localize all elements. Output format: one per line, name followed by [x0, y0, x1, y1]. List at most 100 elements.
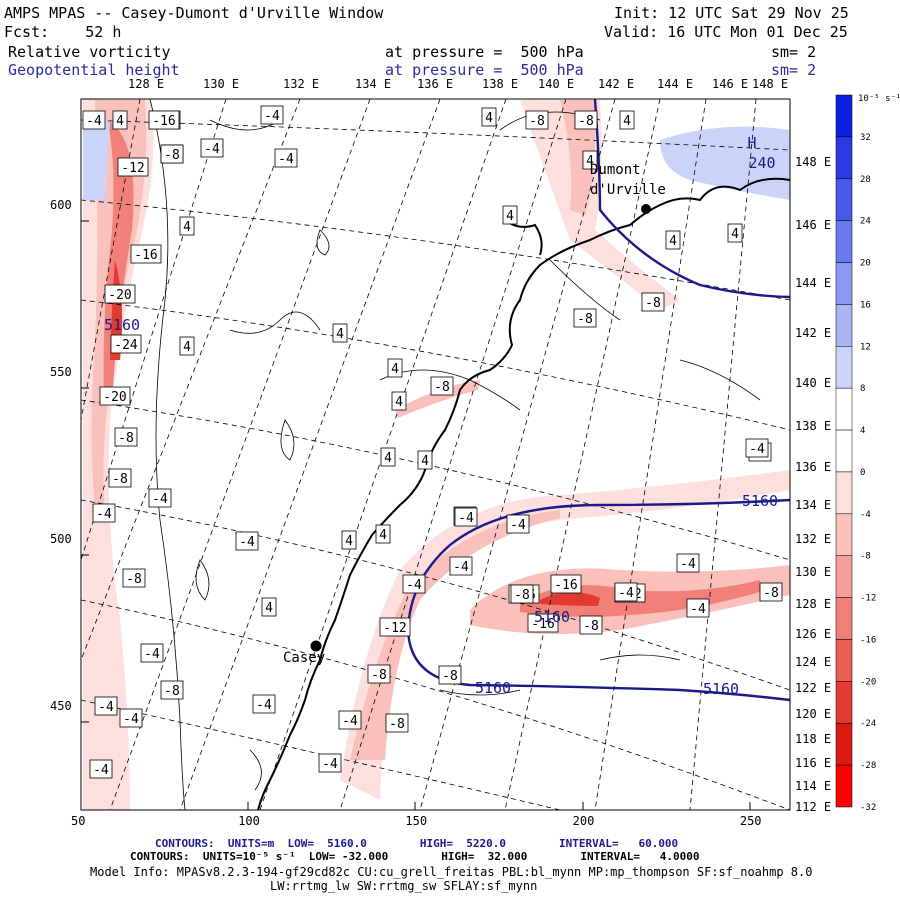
svg-text:4: 4: [183, 220, 191, 235]
vort-shade-streak-core: [540, 591, 600, 606]
svg-text:-12: -12: [383, 621, 406, 636]
vorticity-contour-label: 4: [481, 107, 497, 127]
vorticity-contour-label: 4: [380, 447, 396, 467]
vorticity-contour-label: -8: [573, 308, 597, 328]
init-time: Init: 12 UTC Sat 29 Nov 25: [614, 4, 849, 22]
vorticity-contour-label: -4: [260, 105, 284, 125]
colorbar-swatch: [835, 681, 853, 724]
vorticity-contour-label: -4: [686, 598, 710, 618]
vort-contour: [316, 229, 330, 256]
svg-text:-8: -8: [577, 312, 593, 327]
svg-text:-4: -4: [256, 698, 272, 713]
svg-text:4: 4: [506, 209, 514, 224]
coastline-inlet: [507, 221, 543, 256]
svg-text:-4: -4: [680, 557, 696, 572]
lon-label-top: 134 E: [355, 77, 392, 91]
colorbar-swatch: [835, 346, 853, 389]
vorticity-contour-label: -8: [108, 468, 132, 488]
vorticity-contour-label: 4: [332, 323, 348, 343]
svg-text:-8: -8: [389, 717, 405, 732]
svg-text:-16: -16: [134, 248, 157, 263]
vort-shade-blue-nw: [83, 120, 110, 200]
x-tick-label: 50: [71, 814, 86, 828]
vorticity-contour-label: -8: [641, 292, 665, 312]
parallel-line: [81, 299, 790, 431]
svg-text:-16: -16: [554, 578, 577, 593]
colorbar-swatch: [835, 639, 853, 682]
vorticity-contour-label: 4: [502, 205, 518, 225]
height-contour-label: 5160: [742, 492, 778, 510]
vort-contour: [679, 359, 761, 401]
lon-label-right: 118 E: [795, 732, 832, 746]
vorticity-contour-label: -12: [379, 617, 411, 637]
lon-label-right: 134 E: [795, 498, 832, 512]
vorticity-contour-label: -20: [104, 284, 136, 304]
vorticity-contour-label: -8: [759, 582, 783, 602]
svg-text:4: 4: [731, 227, 739, 242]
colorbar-swatch: [835, 471, 853, 515]
lon-label-right: 136 E: [795, 460, 832, 474]
colorbar-swatch: [835, 94, 853, 138]
colorbar-tick-label: 32: [860, 133, 871, 143]
lon-label-top: 146 E: [712, 77, 749, 91]
vorticity-contour-label: -8: [510, 584, 534, 604]
plot-border: [80, 98, 791, 811]
footer-vorticity-contours: CONTOURS: UNITS=10⁻⁵ s⁻¹ LOW= -32.000 HI…: [130, 850, 700, 863]
vorticity-contour-label: -4: [94, 696, 118, 716]
colorbar-tick-label: 24: [860, 217, 871, 227]
vorticity-contour-label: -16: [550, 574, 582, 594]
vorticity-contour-label: -8: [385, 713, 409, 733]
vorticity-contour-label: 4: [341, 530, 357, 550]
svg-text:-4: -4: [458, 511, 474, 526]
vort-shade-west-inner: [103, 120, 134, 400]
vorticity-contour-label: 4: [375, 524, 391, 544]
lon-label-right: 148 E: [795, 155, 832, 169]
svg-text:-8: -8: [442, 669, 458, 684]
svg-text:4: 4: [345, 534, 353, 549]
vort-shade-northeast: [520, 100, 680, 310]
vort-contour: [439, 689, 521, 696]
x-tick-label: 200: [572, 814, 595, 828]
vorticity-contour-label: 4: [582, 150, 598, 170]
lon-label-right: 142 E: [795, 326, 832, 340]
svg-text:-8: -8: [112, 472, 128, 487]
vorticity-contour-label: -4: [200, 138, 224, 158]
vorticity-contour-label: -4: [82, 110, 106, 130]
vorticity-contour-label: -12: [117, 157, 149, 177]
svg-text:4: 4: [384, 451, 392, 466]
colorbar-unit: 10⁻⁵ s⁻¹: [858, 94, 900, 104]
svg-text:-4: -4: [98, 700, 114, 715]
vort-contour: [280, 419, 295, 461]
colorbar-swatch: [835, 136, 853, 180]
footer-model-info: Model Info: MPASv8.2.3-194-gf29cd82c CU:…: [90, 865, 813, 879]
svg-text:-4: -4: [278, 152, 294, 167]
colorbar-tick-label: -12: [860, 594, 876, 604]
vorticity-contour-label: -8: [367, 664, 391, 684]
svg-text:-8: -8: [434, 380, 450, 395]
colorbar-tick-label: -28: [860, 761, 876, 771]
vorticity-contour-label: -4: [402, 574, 426, 594]
svg-text:-4: -4: [152, 492, 168, 507]
colorbar-tick-label: 20: [860, 259, 871, 269]
vorticity-contour-label: -4: [745, 438, 769, 458]
y-tick-label: 600: [50, 197, 72, 212]
vort-contour: [249, 749, 262, 791]
svg-text:4: 4: [669, 234, 677, 249]
svg-text:-4: -4: [96, 507, 112, 522]
footer-height-contours: CONTOURS: UNITS=m LOW= 5160.0 HIGH= 5220…: [155, 837, 679, 850]
vort-contour: [195, 559, 210, 601]
svg-text:4: 4: [183, 340, 191, 355]
colorbar-swatch: [835, 178, 853, 221]
lon-label-right: 130 E: [795, 565, 832, 579]
lon-label-right: 116 E: [795, 756, 832, 770]
svg-text:-8: -8: [164, 684, 180, 699]
vorticity-contour-label: -16: [130, 244, 162, 264]
colorbar-swatch: [835, 220, 853, 263]
valid-time: Valid: 16 UTC Mon 01 Dec 25: [604, 23, 848, 41]
svg-text:-4: -4: [264, 109, 280, 124]
vorticity-contour-label: -4: [614, 582, 638, 602]
svg-text:-8: -8: [164, 148, 180, 163]
station-label-dumont: Dumont d'Urville: [590, 162, 666, 198]
station-dot-dumont: [641, 204, 651, 214]
